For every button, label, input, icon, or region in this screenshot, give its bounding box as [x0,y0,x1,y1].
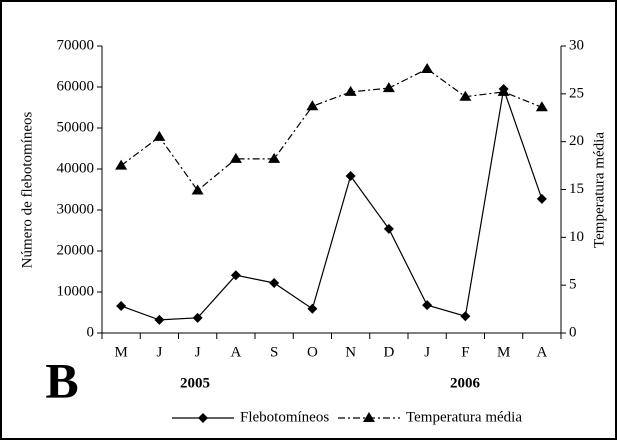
data-point [229,152,242,163]
data-point [191,184,204,195]
data-point [268,152,281,163]
year-label: 2005 [180,375,210,391]
y2-tick-label: 15 [569,181,584,197]
y-tick-label: 30000 [57,201,95,217]
x-tick-label: A [536,344,547,360]
panel-label: B [45,352,78,408]
y-tick-label: 50000 [57,119,95,135]
data-point [460,311,471,322]
x-tick-label: J [195,344,201,360]
y2-tick-label: 25 [569,85,584,101]
x-tick-label: M [497,344,510,360]
data-point [307,303,318,314]
x-tick-label: J [424,344,430,360]
data-point [536,193,547,204]
data-point [230,270,241,281]
data-point [306,100,319,111]
x-tick-label: A [230,344,241,360]
legend-label: Flebotomíneos [240,409,329,425]
data-point [154,314,165,325]
y-tick-label: 40000 [57,160,95,176]
x-tick-label: F [461,344,469,360]
year-label: 2006 [450,375,481,391]
y2-tick-label: 30 [569,37,584,53]
y2-tick-label: 5 [569,277,577,293]
legend-marker [198,413,208,423]
legend-label: Temperatura média [406,409,522,425]
data-point [535,101,548,112]
x-tick-label: S [270,344,278,360]
y-tick-label: 70000 [57,37,95,53]
y2-tick-label: 10 [569,229,584,245]
y-tick-label: 10000 [57,283,95,299]
y-tick-label: 20000 [57,242,95,258]
x-tick-label: D [383,344,394,360]
data-point [382,82,395,93]
data-point [497,85,510,96]
data-point [459,90,472,101]
y-tick-label: 0 [87,324,95,340]
x-tick-label: J [156,344,162,360]
y-axis-title: Número de flebotomíneos [19,112,35,269]
y2-axis-title: Temperatura média [591,132,607,248]
data-point [383,223,394,234]
data-point [344,85,357,96]
data-point [192,312,203,323]
x-tick-label: O [307,344,318,360]
data-point [269,277,280,288]
legend-marker [363,412,375,422]
data-point [116,300,127,311]
data-point [345,170,356,181]
y-tick-label: 60000 [57,78,95,94]
data-point [422,300,433,311]
y2-tick-label: 0 [569,324,577,340]
x-tick-label: N [345,344,356,360]
data-point [153,130,166,141]
series-line [120,68,543,192]
x-tick-label: M [114,344,127,360]
y2-tick-label: 20 [569,133,584,149]
series-line [120,88,543,321]
data-point [115,159,128,170]
data-point [421,62,434,73]
